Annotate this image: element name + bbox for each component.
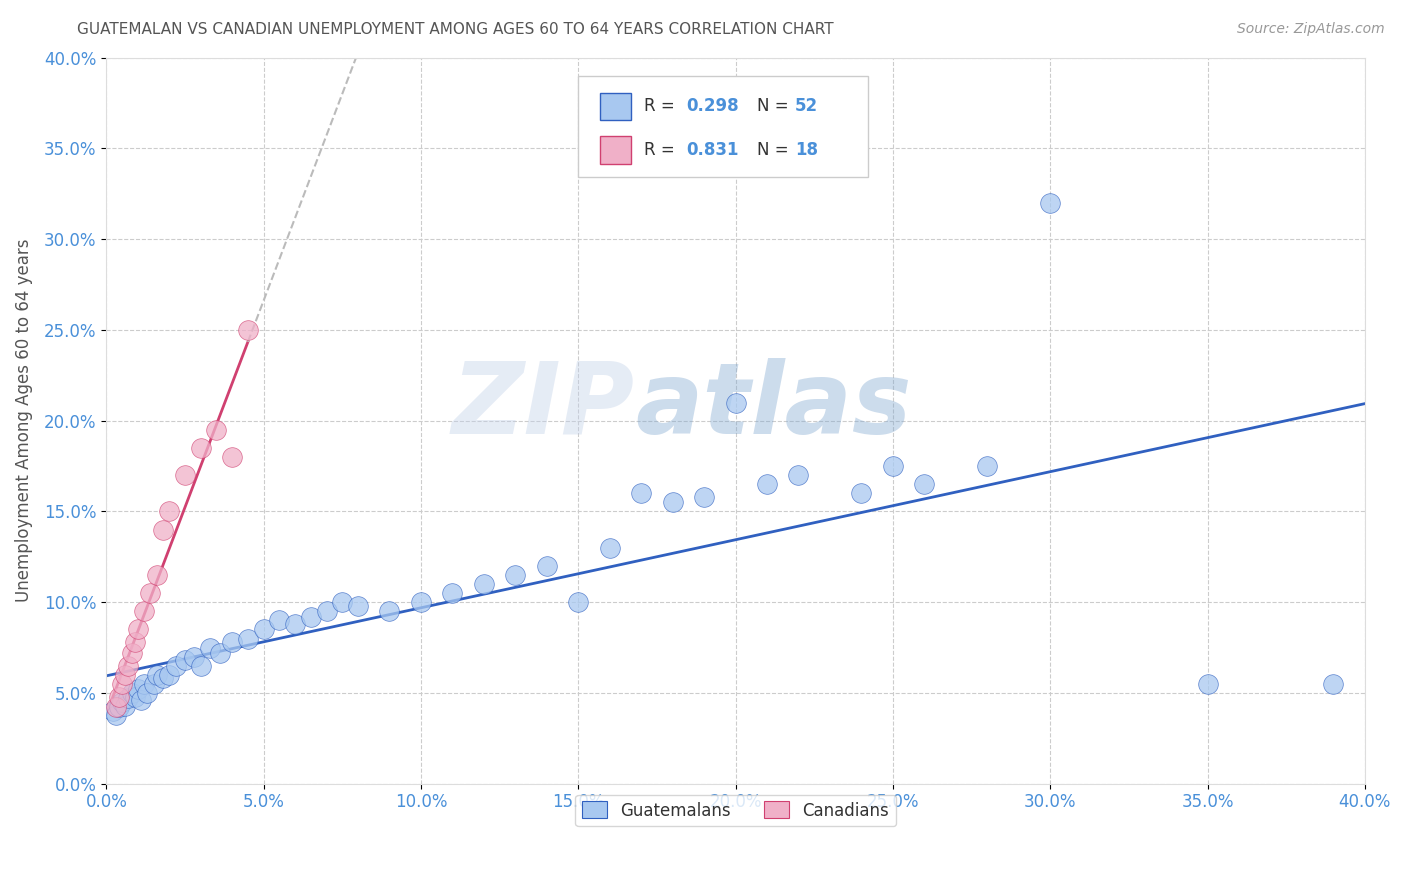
Text: ZIP: ZIP: [451, 358, 636, 455]
Point: [152, 672, 174, 686]
Text: 18: 18: [794, 141, 818, 159]
Text: GUATEMALAN VS CANADIAN UNEMPLOYMENT AMONG AGES 60 TO 64 YEARS CORRELATION CHART: GUATEMALAN VS CANADIAN UNEMPLOYMENT AMON…: [77, 22, 834, 37]
Point: [114, 698, 136, 713]
Point: [221, 635, 243, 649]
Point: [108, 690, 131, 704]
Point: [1197, 677, 1219, 691]
Point: [157, 504, 180, 518]
Point: [221, 450, 243, 464]
Point: [693, 490, 716, 504]
Point: [253, 623, 276, 637]
Point: [124, 635, 146, 649]
Point: [378, 604, 401, 618]
Point: [1322, 677, 1344, 691]
Point: [236, 632, 259, 646]
Point: [121, 686, 143, 700]
Point: [1039, 195, 1062, 210]
Point: [127, 623, 149, 637]
Point: [117, 691, 139, 706]
Point: [136, 686, 159, 700]
Point: [536, 558, 558, 573]
Point: [882, 459, 904, 474]
Point: [630, 486, 652, 500]
Point: [599, 541, 621, 555]
Point: [111, 695, 134, 709]
Point: [183, 649, 205, 664]
Point: [157, 668, 180, 682]
Point: [104, 707, 127, 722]
Point: [661, 495, 683, 509]
Point: [132, 604, 155, 618]
Point: [198, 640, 221, 655]
Point: [104, 700, 127, 714]
Point: [299, 609, 322, 624]
Point: [101, 704, 124, 718]
Point: [756, 477, 779, 491]
Point: [142, 677, 165, 691]
Point: [284, 617, 307, 632]
Point: [205, 423, 228, 437]
Point: [236, 323, 259, 337]
Text: 52: 52: [794, 97, 818, 115]
Point: [505, 568, 527, 582]
Point: [190, 658, 212, 673]
Point: [165, 658, 187, 673]
Point: [347, 599, 370, 613]
Point: [190, 441, 212, 455]
Point: [208, 646, 231, 660]
Point: [724, 395, 747, 409]
Point: [121, 646, 143, 660]
Point: [132, 677, 155, 691]
Point: [111, 677, 134, 691]
Point: [139, 586, 162, 600]
Point: [152, 523, 174, 537]
Text: R =: R =: [644, 97, 679, 115]
Point: [472, 577, 495, 591]
Legend: Guatemalans, Canadians: Guatemalans, Canadians: [575, 795, 896, 826]
Point: [912, 477, 935, 491]
Text: atlas: atlas: [636, 358, 911, 455]
Point: [127, 682, 149, 697]
Point: [145, 568, 167, 582]
Point: [787, 468, 810, 483]
Point: [409, 595, 432, 609]
Text: R =: R =: [644, 141, 679, 159]
FancyBboxPatch shape: [599, 136, 631, 164]
Point: [117, 658, 139, 673]
Point: [129, 693, 152, 707]
Point: [441, 586, 464, 600]
Point: [315, 604, 337, 618]
FancyBboxPatch shape: [599, 93, 631, 120]
Text: 0.298: 0.298: [686, 97, 740, 115]
Point: [124, 690, 146, 704]
Point: [269, 613, 291, 627]
Point: [145, 668, 167, 682]
Point: [174, 653, 197, 667]
Y-axis label: Unemployment Among Ages 60 to 64 years: Unemployment Among Ages 60 to 64 years: [15, 239, 32, 602]
Point: [567, 595, 589, 609]
Point: [330, 595, 353, 609]
Text: Source: ZipAtlas.com: Source: ZipAtlas.com: [1237, 22, 1385, 37]
Point: [851, 486, 873, 500]
Point: [976, 459, 998, 474]
Text: 0.831: 0.831: [686, 141, 740, 159]
Point: [174, 468, 197, 483]
Point: [108, 700, 131, 714]
Text: N =: N =: [756, 141, 794, 159]
FancyBboxPatch shape: [578, 76, 868, 178]
Point: [114, 668, 136, 682]
Text: N =: N =: [756, 97, 794, 115]
